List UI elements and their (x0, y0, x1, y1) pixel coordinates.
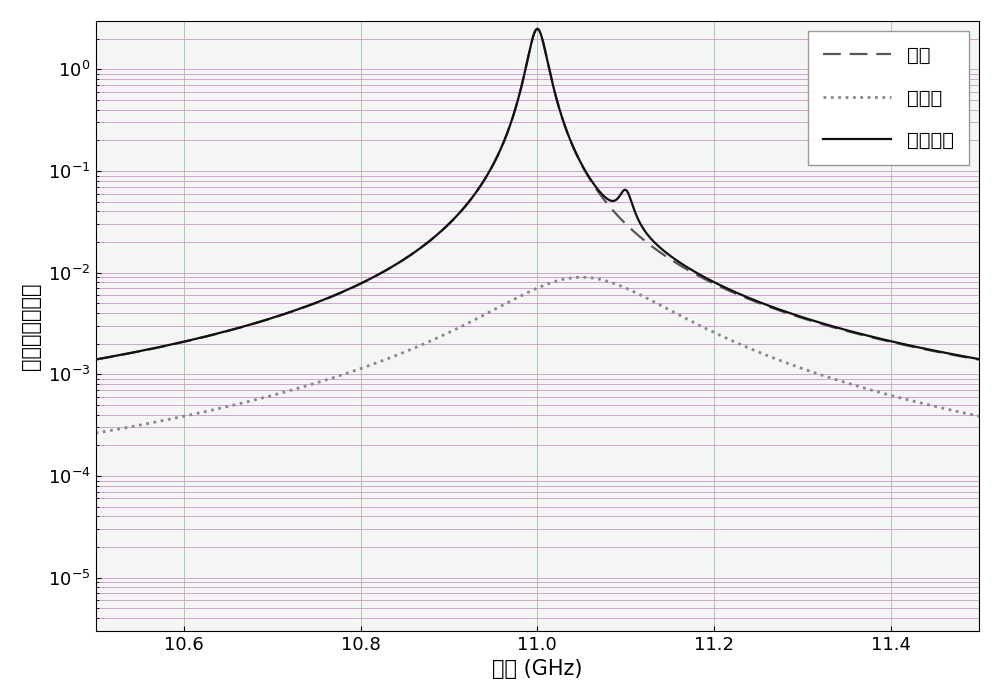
高阶模 (916, 399, 928, 407)
高阶模 (576, 273, 588, 281)
基模 (90, 356, 102, 364)
Y-axis label: 增益（归一化）: 增益（归一化） (21, 282, 41, 370)
高阶模 (507, 295, 519, 304)
基模 (624, 224, 636, 232)
高阶模 (973, 412, 985, 421)
高阶模 (90, 429, 102, 438)
单模光纤 (722, 285, 734, 293)
单模光纤 (624, 193, 636, 202)
基模 (531, 25, 543, 33)
基模 (722, 286, 734, 295)
Line: 高阶模: 高阶模 (96, 277, 979, 433)
X-axis label: 频率 (GHz): 频率 (GHz) (492, 659, 583, 679)
Line: 基模: 基模 (96, 29, 979, 360)
高阶模 (657, 302, 669, 311)
基模 (916, 344, 928, 353)
基模 (657, 250, 669, 258)
Line: 单模光纤: 单模光纤 (96, 29, 979, 359)
基模 (973, 356, 985, 364)
单模光纤 (531, 25, 543, 33)
高阶模 (310, 379, 322, 387)
高阶模 (624, 286, 636, 294)
单模光纤 (507, 111, 519, 119)
单模光纤 (657, 246, 669, 254)
单模光纤 (310, 299, 322, 307)
基模 (310, 299, 322, 307)
高阶模 (722, 335, 734, 343)
单模光纤 (916, 344, 928, 352)
单模光纤 (90, 355, 102, 363)
基模 (507, 111, 519, 119)
Legend: 基模, 高阶模, 单模光纤: 基模, 高阶模, 单模光纤 (808, 31, 969, 165)
单模光纤 (973, 355, 985, 363)
